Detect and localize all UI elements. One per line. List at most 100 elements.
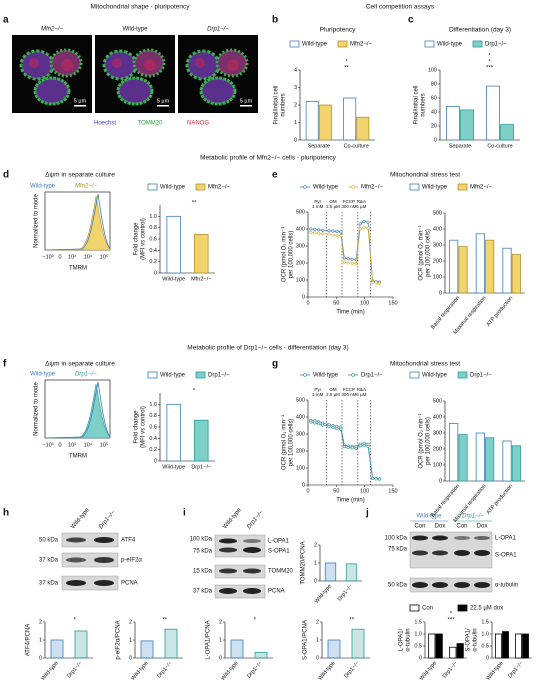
data-point <box>317 422 321 426</box>
y-tick-label: 300 <box>296 431 305 437</box>
legend-label: Con <box>422 606 433 612</box>
legend-label: Drp1−/− <box>75 372 97 378</box>
data-point <box>313 227 317 231</box>
bar <box>428 633 436 659</box>
injection-label: Pyr <box>314 199 321 204</box>
y-tick-label: 1 <box>129 637 132 643</box>
injection-label: 2.5 µM <box>326 204 340 209</box>
injection-label: 300 nM <box>341 204 356 209</box>
y-tick-label: 400 <box>433 414 442 420</box>
marker-label: 37 kDa <box>193 589 213 595</box>
data-point <box>346 261 350 265</box>
legend-marker <box>351 185 355 189</box>
x-tick-label: Wild-type <box>162 464 185 470</box>
x-tick-label: Wild-type <box>220 660 239 681</box>
tick-label: 10³ <box>68 442 76 448</box>
y-tick-label: 1 <box>39 637 42 643</box>
data-point <box>358 222 362 226</box>
y-tick-label: 0 <box>294 137 297 143</box>
data-point <box>371 281 375 285</box>
legend-marker <box>303 373 307 377</box>
bar <box>458 434 468 482</box>
injection-label: 6 µM <box>356 392 366 397</box>
x-tick-label: 0 <box>306 488 309 494</box>
data-point <box>374 477 378 481</box>
band-label: α-tubulin <box>495 583 518 589</box>
legend-label: 22.5 µM dox <box>470 606 503 612</box>
y-tick-label: 100 <box>296 465 305 471</box>
injection-label: FCCP <box>343 387 355 392</box>
section-header: Cell competition assays <box>366 4 435 11</box>
panel-letter: g <box>272 359 278 370</box>
legend-label: Drp1−/− <box>485 42 507 48</box>
significance: * <box>193 389 196 395</box>
data-point <box>350 446 354 450</box>
axis-label: TMRM <box>69 266 87 272</box>
y-tick-label: 0 <box>219 655 222 661</box>
marker-label: 75 kDa <box>193 549 213 555</box>
y-tick-label: 500 <box>433 398 442 404</box>
x-tick-label: 100 <box>360 300 369 306</box>
x-tick-label: ATP production <box>486 295 515 328</box>
y-tick-label: 0.8 <box>149 413 157 419</box>
x-tick-label: Drp1−/− <box>343 660 360 679</box>
y-tick-label: 1 <box>316 637 319 643</box>
lane-label: Wild-type <box>70 507 91 531</box>
y-tick-label: 0.6 <box>149 424 157 430</box>
y-tick-label: 100 <box>433 462 442 468</box>
data-point <box>317 231 321 235</box>
data-point <box>321 228 325 232</box>
bar <box>343 97 357 141</box>
data-point <box>350 261 354 265</box>
y-tick-label: 200 <box>296 448 305 454</box>
y-tick-label: 4 <box>294 67 297 73</box>
legend-label: Wild-type <box>302 42 328 48</box>
bar <box>351 628 365 659</box>
y-tick-label: 0.2 <box>149 259 157 265</box>
y-tick-label: 0.4 <box>149 436 157 442</box>
y-tick-label: 0.4 <box>149 248 157 254</box>
bar <box>449 422 459 482</box>
section-header: Mitochondrial shape - pluripotency <box>91 4 191 11</box>
bar <box>435 633 443 659</box>
y-axis-label: per 100,000 cells) <box>426 229 432 277</box>
band-label: PCNA <box>121 581 138 587</box>
data-point <box>377 281 381 285</box>
x-tick-label: Co-culture <box>487 143 512 149</box>
data-point <box>358 227 362 231</box>
scale-bar-label: 5 µm <box>74 98 87 104</box>
y-tick-label: 0.5 <box>481 643 489 649</box>
data-point <box>327 424 331 428</box>
bar <box>486 85 500 141</box>
x-tick-label: Drp1−/− <box>442 660 459 679</box>
legend-label: Wild-type <box>313 185 339 191</box>
significance: * <box>74 618 77 624</box>
legend-swatch <box>409 604 420 612</box>
x-tick-label: 150 <box>388 300 397 306</box>
y-tick-label: 200 <box>433 258 442 264</box>
band-label: L-OPA1 <box>495 536 517 542</box>
data-point <box>350 257 354 261</box>
y-tick-label: 0 <box>154 458 157 464</box>
tick-label: 10⁵ <box>100 253 108 260</box>
x-tick-label: Drp1−/− <box>66 660 83 679</box>
bar <box>74 630 88 659</box>
significance: * <box>488 54 491 60</box>
legend-swatch <box>147 371 158 379</box>
y-tick-label: 1 <box>314 560 317 566</box>
bar <box>485 239 495 294</box>
bar <box>324 562 337 582</box>
legend-swatch <box>289 40 300 48</box>
y-tick-label: 80 <box>431 81 437 87</box>
scale-bar-label: 5 µm <box>240 98 253 104</box>
data-point <box>335 427 339 431</box>
x-tick-label: Separate <box>308 143 330 149</box>
y-tick-label: 400 <box>296 226 305 232</box>
x-tick-label: Separate <box>449 143 471 149</box>
x-tick-label: Drp1−/− <box>191 464 211 470</box>
panel-letter: b <box>272 15 278 26</box>
y-axis-label: α-tubulin <box>406 628 412 651</box>
y-tick-label: 0 <box>302 294 305 300</box>
x-tick-label: Wild-type <box>314 583 333 604</box>
data-point <box>313 421 317 425</box>
